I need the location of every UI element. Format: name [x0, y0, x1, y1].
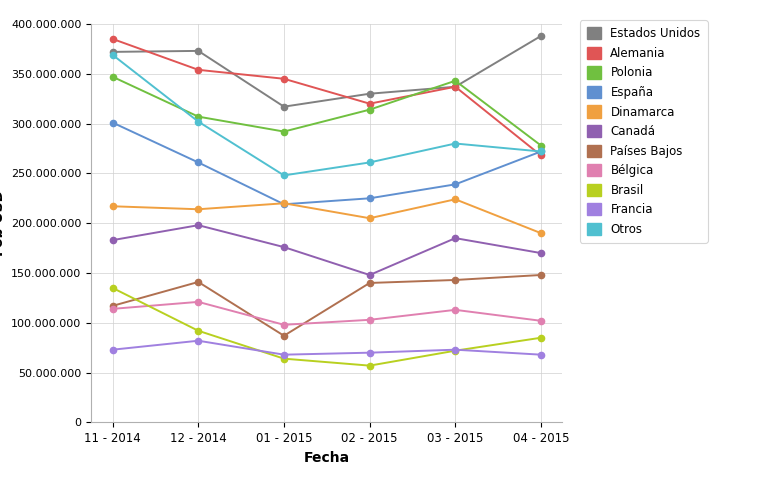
Francia [194, 338, 203, 344]
Bélgica [451, 307, 460, 313]
Dinamarca [451, 196, 460, 202]
Line: Bélgica: Bélgica [109, 299, 544, 328]
Estados Unidos [108, 49, 117, 55]
Line: Canadá: Canadá [109, 222, 544, 278]
Estados Unidos [365, 91, 374, 96]
Países Bajos [537, 272, 546, 278]
Brasil [451, 348, 460, 354]
Bélgica [365, 317, 374, 323]
Polonia [451, 78, 460, 84]
Canadá [537, 250, 546, 256]
Brasil [194, 328, 203, 334]
Países Bajos [280, 333, 289, 338]
Países Bajos [108, 303, 117, 309]
Dinamarca [280, 201, 289, 206]
España [537, 149, 546, 155]
Line: Polonia: Polonia [109, 73, 544, 149]
Y-axis label: Fob USD: Fob USD [0, 190, 5, 256]
Francia [451, 347, 460, 353]
Polonia [537, 143, 546, 148]
España [451, 181, 460, 187]
Francia [108, 347, 117, 353]
Canadá [194, 222, 203, 228]
Bélgica [280, 322, 289, 328]
Dinamarca [537, 230, 546, 236]
Francia [280, 352, 289, 358]
Alemania [365, 101, 374, 107]
Otros [280, 172, 289, 178]
Line: Estados Unidos: Estados Unidos [109, 33, 544, 110]
España [108, 120, 117, 125]
Estados Unidos [451, 84, 460, 90]
Canadá [108, 237, 117, 243]
Estados Unidos [194, 48, 203, 54]
Bélgica [194, 299, 203, 305]
Polonia [108, 74, 117, 80]
Otros [365, 159, 374, 165]
Otros [194, 119, 203, 124]
Francia [365, 350, 374, 356]
Dinamarca [365, 216, 374, 221]
Alemania [451, 84, 460, 90]
Países Bajos [451, 277, 460, 283]
Brasil [280, 356, 289, 361]
España [365, 195, 374, 201]
Line: Países Bajos: Países Bajos [109, 272, 544, 339]
Line: España: España [109, 120, 544, 207]
Otros [537, 149, 546, 155]
X-axis label: Fecha: Fecha [304, 451, 350, 465]
Alemania [108, 36, 117, 42]
España [194, 159, 203, 165]
Francia [537, 352, 546, 358]
Otros [108, 52, 117, 58]
Line: Dinamarca: Dinamarca [109, 196, 544, 236]
Dinamarca [194, 206, 203, 212]
Bélgica [108, 306, 117, 312]
Bélgica [537, 318, 546, 324]
Line: Otros: Otros [109, 52, 544, 179]
Canadá [280, 244, 289, 250]
Brasil [108, 285, 117, 291]
Polonia [280, 129, 289, 134]
Alemania [537, 153, 546, 158]
Legend: Estados Unidos, Alemania, Polonia, España, Dinamarca, Canadá, Países Bajos, Bélg: Estados Unidos, Alemania, Polonia, Españ… [580, 20, 708, 243]
Dinamarca [108, 204, 117, 209]
Estados Unidos [280, 104, 289, 109]
Brasil [537, 335, 546, 341]
Alemania [280, 76, 289, 82]
Canadá [451, 235, 460, 241]
Canadá [365, 272, 374, 278]
Alemania [194, 67, 203, 72]
Otros [451, 141, 460, 146]
Países Bajos [365, 280, 374, 286]
Line: Alemania: Alemania [109, 36, 544, 158]
Polonia [194, 114, 203, 120]
Line: Francia: Francia [109, 337, 544, 358]
Line: Brasil: Brasil [109, 285, 544, 369]
Estados Unidos [537, 33, 546, 39]
España [280, 202, 289, 207]
Polonia [365, 107, 374, 112]
Brasil [365, 363, 374, 369]
Países Bajos [194, 279, 203, 285]
